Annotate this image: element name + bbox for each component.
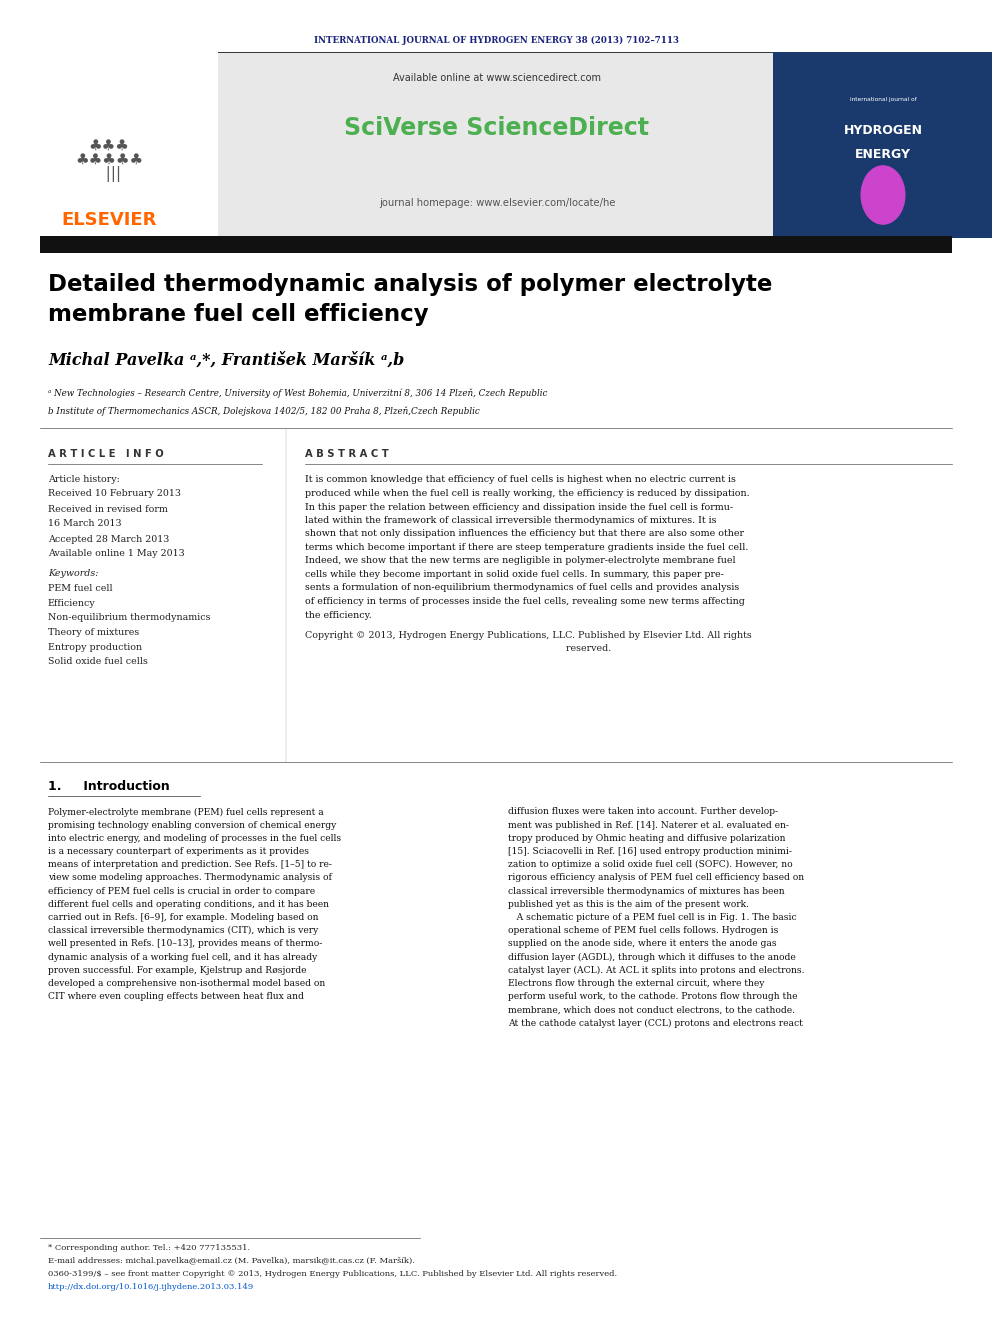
Text: diffusion layer (AGDL), through which it diffuses to the anode: diffusion layer (AGDL), through which it… — [508, 953, 796, 962]
Text: Electrons flow through the external circuit, where they: Electrons flow through the external circ… — [508, 979, 765, 988]
Text: promising technology enabling conversion of chemical energy: promising technology enabling conversion… — [48, 820, 336, 830]
Text: ♣♣♣
♣♣♣♣♣
  |||: ♣♣♣ ♣♣♣♣♣ ||| — [75, 138, 143, 181]
Text: b Institute of Thermomechanics ASCR, Dolejskova 1402/5, 182 00 Praha 8, Plzeň,Cz: b Institute of Thermomechanics ASCR, Dol… — [48, 406, 480, 415]
Text: Copyright © 2013, Hydrogen Energy Publications, LLC. Published by Elsevier Ltd. : Copyright © 2013, Hydrogen Energy Public… — [305, 631, 752, 639]
Text: classical irreversible thermodynamics of mixtures has been: classical irreversible thermodynamics of… — [508, 886, 785, 896]
Text: Accepted 28 March 2013: Accepted 28 March 2013 — [48, 534, 170, 544]
Text: shown that not only dissipation influences the efficiency but that there are als: shown that not only dissipation influenc… — [305, 529, 744, 538]
Text: journal homepage: www.elsevier.com/locate/he: journal homepage: www.elsevier.com/locat… — [379, 198, 615, 208]
Text: carried out in Refs. [6–9], for example. Modeling based on: carried out in Refs. [6–9], for example.… — [48, 913, 318, 922]
Text: PEM fuel cell: PEM fuel cell — [48, 585, 113, 594]
Circle shape — [861, 165, 905, 224]
Text: diffusion fluxes were taken into account. Further develop-: diffusion fluxes were taken into account… — [508, 807, 778, 816]
Text: Michal Pavelka ᵃ,*, František Maršík ᵃ,b: Michal Pavelka ᵃ,*, František Maršík ᵃ,b — [48, 352, 405, 369]
Text: membrane, which does not conduct electrons, to the cathode.: membrane, which does not conduct electro… — [508, 1005, 795, 1015]
Text: CIT where even coupling effects between heat flux and: CIT where even coupling effects between … — [48, 992, 304, 1002]
Text: 0360-3199/$ – see front matter Copyright © 2013, Hydrogen Energy Publications, L: 0360-3199/$ – see front matter Copyright… — [48, 1270, 617, 1278]
Text: Non-equilibrium thermodynamics: Non-equilibrium thermodynamics — [48, 614, 210, 623]
Text: means of interpretation and prediction. See Refs. [1–5] to re-: means of interpretation and prediction. … — [48, 860, 332, 869]
Text: Efficiency: Efficiency — [48, 599, 96, 609]
Text: HYDROGEN: HYDROGEN — [843, 123, 923, 136]
Text: ELSEVIER: ELSEVIER — [62, 210, 157, 229]
Text: classical irreversible thermodynamics (CIT), which is very: classical irreversible thermodynamics (C… — [48, 926, 318, 935]
Text: operational scheme of PEM fuel cells follows. Hydrogen is: operational scheme of PEM fuel cells fol… — [508, 926, 779, 935]
Text: ENERGY: ENERGY — [855, 148, 911, 161]
Text: view some modeling approaches. Thermodynamic analysis of: view some modeling approaches. Thermodyn… — [48, 873, 332, 882]
Text: Detailed thermodynamic analysis of polymer electrolyte: Detailed thermodynamic analysis of polym… — [48, 274, 773, 296]
Text: catalyst layer (ACL). At ACL it splits into protons and electrons.: catalyst layer (ACL). At ACL it splits i… — [508, 966, 805, 975]
Text: E-mail addresses: michal.pavelka@email.cz (M. Pavelka), marsik@it.cas.cz (F. Mar: E-mail addresses: michal.pavelka@email.c… — [48, 1257, 415, 1265]
Text: Received in revised form: Received in revised form — [48, 504, 168, 513]
Text: lated within the framework of classical irreversible thermodynamics of mixtures.: lated within the framework of classical … — [305, 516, 716, 525]
Text: membrane fuel cell efficiency: membrane fuel cell efficiency — [48, 303, 429, 327]
Text: 1.     Introduction: 1. Introduction — [48, 779, 170, 792]
Text: well presented in Refs. [10–13], provides means of thermo-: well presented in Refs. [10–13], provide… — [48, 939, 322, 949]
Text: perform useful work, to the cathode. Protons flow through the: perform useful work, to the cathode. Pro… — [508, 992, 798, 1002]
Text: Solid oxide fuel cells: Solid oxide fuel cells — [48, 658, 148, 665]
Text: the efficiency.: the efficiency. — [305, 610, 372, 619]
FancyBboxPatch shape — [0, 52, 218, 238]
Text: efficiency of PEM fuel cells is crucial in order to compare: efficiency of PEM fuel cells is crucial … — [48, 886, 315, 896]
Text: dynamic analysis of a working fuel cell, and it has already: dynamic analysis of a working fuel cell,… — [48, 953, 317, 962]
Text: supplied on the anode side, where it enters the anode gas: supplied on the anode side, where it ent… — [508, 939, 777, 949]
Text: Available online 1 May 2013: Available online 1 May 2013 — [48, 549, 185, 558]
Text: A B S T R A C T: A B S T R A C T — [305, 448, 389, 459]
Text: produced while when the fuel cell is really working, the efficiency is reduced b: produced while when the fuel cell is rea… — [305, 490, 750, 497]
Text: SciVerse ScienceDirect: SciVerse ScienceDirect — [344, 116, 650, 140]
Text: developed a comprehensive non-isothermal model based on: developed a comprehensive non-isothermal… — [48, 979, 325, 988]
Text: http://dx.doi.org/10.1016/j.ijhydene.2013.03.149: http://dx.doi.org/10.1016/j.ijhydene.201… — [48, 1283, 254, 1291]
FancyBboxPatch shape — [773, 52, 992, 238]
Text: Entropy production: Entropy production — [48, 643, 142, 651]
Text: rigorous efficiency analysis of PEM fuel cell efficiency based on: rigorous efficiency analysis of PEM fuel… — [508, 873, 805, 882]
Text: [15]. Sciacovelli in Ref. [16] used entropy production minimi-: [15]. Sciacovelli in Ref. [16] used entr… — [508, 847, 792, 856]
Text: cells while they become important in solid oxide fuel cells. In summary, this pa: cells while they become important in sol… — [305, 570, 724, 579]
Text: terms which become important if there are steep temperature gradients inside the: terms which become important if there ar… — [305, 542, 748, 552]
Text: It is common knowledge that efficiency of fuel cells is highest when no electric: It is common knowledge that efficiency o… — [305, 475, 736, 484]
Text: reserved.: reserved. — [305, 644, 611, 654]
Text: Polymer-electrolyte membrane (PEM) fuel cells represent a: Polymer-electrolyte membrane (PEM) fuel … — [48, 807, 323, 816]
Text: Theory of mixtures: Theory of mixtures — [48, 628, 139, 636]
Text: zation to optimize a solid oxide fuel cell (SOFC). However, no: zation to optimize a solid oxide fuel ce… — [508, 860, 793, 869]
Text: into electric energy, and modeling of processes in the fuel cells: into electric energy, and modeling of pr… — [48, 833, 341, 843]
Text: tropy produced by Ohmic heating and diffusive polarization: tropy produced by Ohmic heating and diff… — [508, 833, 786, 843]
Text: In this paper the relation between efficiency and dissipation inside the fuel ce: In this paper the relation between effic… — [305, 503, 733, 512]
Text: A schematic picture of a PEM fuel cell is in Fig. 1. The basic: A schematic picture of a PEM fuel cell i… — [508, 913, 797, 922]
Text: ment was published in Ref. [14]. Naterer et al. evaluated en-: ment was published in Ref. [14]. Naterer… — [508, 820, 789, 830]
Text: Article history:: Article history: — [48, 475, 120, 484]
FancyBboxPatch shape — [40, 235, 952, 253]
Text: is a necessary counterpart of experiments as it provides: is a necessary counterpart of experiment… — [48, 847, 309, 856]
Text: * Corresponding author. Tel.: +420 777135531.: * Corresponding author. Tel.: +420 77713… — [48, 1244, 250, 1252]
Text: international journal of: international journal of — [849, 98, 917, 102]
Text: sents a formulation of non-equilibrium thermodynamics of fuel cells and provides: sents a formulation of non-equilibrium t… — [305, 583, 739, 593]
Text: At the cathode catalyst layer (CCL) protons and electrons react: At the cathode catalyst layer (CCL) prot… — [508, 1019, 803, 1028]
Text: 16 March 2013: 16 March 2013 — [48, 520, 122, 528]
FancyBboxPatch shape — [0, 52, 992, 238]
Text: Keywords:: Keywords: — [48, 569, 98, 578]
Text: different fuel cells and operating conditions, and it has been: different fuel cells and operating condi… — [48, 900, 329, 909]
Text: INTERNATIONAL JOURNAL OF HYDROGEN ENERGY 38 (2013) 7102–7113: INTERNATIONAL JOURNAL OF HYDROGEN ENERGY… — [313, 36, 679, 45]
Text: Available online at www.sciencedirect.com: Available online at www.sciencedirect.co… — [393, 73, 601, 83]
Text: proven successful. For example, Kjelstrup and Røsjorde: proven successful. For example, Kjelstru… — [48, 966, 307, 975]
Text: A R T I C L E   I N F O: A R T I C L E I N F O — [48, 448, 164, 459]
Text: Indeed, we show that the new terms are negligible in polymer-electrolyte membran: Indeed, we show that the new terms are n… — [305, 557, 736, 565]
Text: ᵃ New Technologies – Research Centre, University of West Bohemia, Univerzitní 8,: ᵃ New Technologies – Research Centre, Un… — [48, 388, 548, 398]
Text: Received 10 February 2013: Received 10 February 2013 — [48, 490, 181, 499]
Text: published yet as this is the aim of the present work.: published yet as this is the aim of the … — [508, 900, 749, 909]
Text: of efficiency in terms of processes inside the fuel cells, revealing some new te: of efficiency in terms of processes insi… — [305, 597, 745, 606]
